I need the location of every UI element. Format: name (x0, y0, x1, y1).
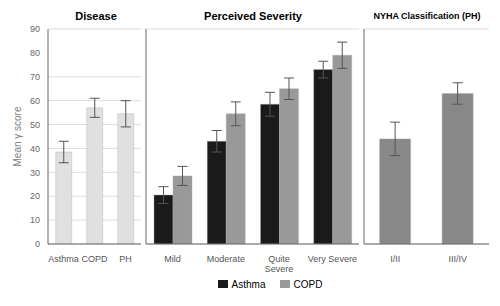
html-text:Disease: Disease (75, 10, 117, 22)
html-text:Asthma: Asthma (231, 278, 266, 290)
html-text:COPD: COPD (293, 278, 323, 290)
svg-text:10: 10 (30, 215, 40, 225)
svg-text:Asthma: Asthma (48, 254, 79, 264)
html-text:Perceived Severity: Perceived Severity (204, 10, 302, 22)
svg-text:20: 20 (30, 191, 40, 201)
svg-text:90: 90 (30, 24, 40, 34)
svg-text:30: 30 (30, 168, 40, 178)
svg-text:Mild: Mild (164, 254, 181, 264)
svg-text:PH: PH (119, 254, 132, 264)
svg-text:QuiteSevere: QuiteSevere (265, 254, 294, 274)
svg-text:Moderate: Moderate (207, 254, 245, 264)
html-text:NYHA Classification (PH): NYHA Classification (PH) (373, 11, 481, 21)
svg-text:COPD: COPD (81, 254, 108, 264)
svg-text:60: 60 (30, 96, 40, 106)
svg-text:III/IV: III/IV (448, 254, 467, 264)
svg-text:0: 0 (35, 239, 40, 249)
svg-text:70: 70 (30, 72, 40, 82)
svg-text:40: 40 (30, 144, 40, 154)
svg-text:Mean γ score: Mean γ score (12, 106, 23, 166)
svg-text:50: 50 (30, 120, 40, 130)
svg-text:80: 80 (30, 48, 40, 58)
svg-text:Very Severe: Very Severe (308, 254, 357, 264)
svg-text:I/II: I/II (390, 254, 400, 264)
